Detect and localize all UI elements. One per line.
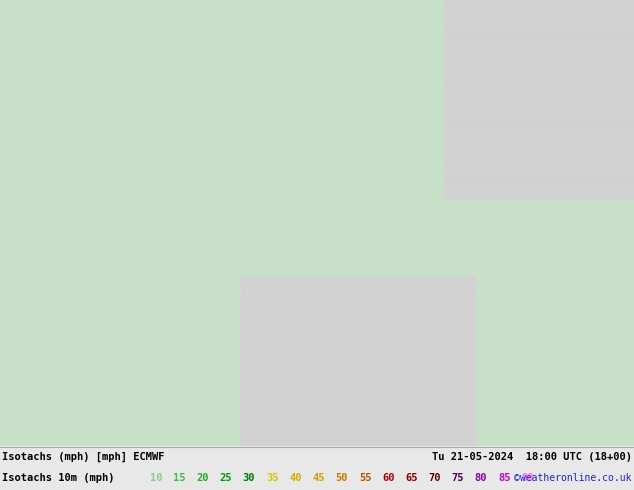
Text: Isotachs 10m (mph): Isotachs 10m (mph) [2, 473, 115, 483]
Text: 45: 45 [313, 473, 325, 483]
Text: 65: 65 [405, 473, 418, 483]
Text: 10: 10 [150, 473, 162, 483]
Text: 80: 80 [475, 473, 488, 483]
Text: 90: 90 [521, 473, 534, 483]
Text: 75: 75 [451, 473, 464, 483]
Text: Tu 21-05-2024  18:00 UTC (18+00): Tu 21-05-2024 18:00 UTC (18+00) [432, 452, 632, 462]
Text: 55: 55 [359, 473, 372, 483]
Text: 70: 70 [429, 473, 441, 483]
Text: 20: 20 [197, 473, 209, 483]
Text: 60: 60 [382, 473, 394, 483]
Text: 50: 50 [335, 473, 348, 483]
Text: 15: 15 [173, 473, 186, 483]
Text: 40: 40 [289, 473, 302, 483]
Text: 35: 35 [266, 473, 278, 483]
Text: Isotachs (mph) [mph] ECMWF: Isotachs (mph) [mph] ECMWF [2, 452, 164, 462]
Text: 30: 30 [243, 473, 256, 483]
Text: 85: 85 [498, 473, 510, 483]
Text: 25: 25 [219, 473, 232, 483]
Text: ©weatheronline.co.uk: ©weatheronline.co.uk [515, 473, 632, 483]
